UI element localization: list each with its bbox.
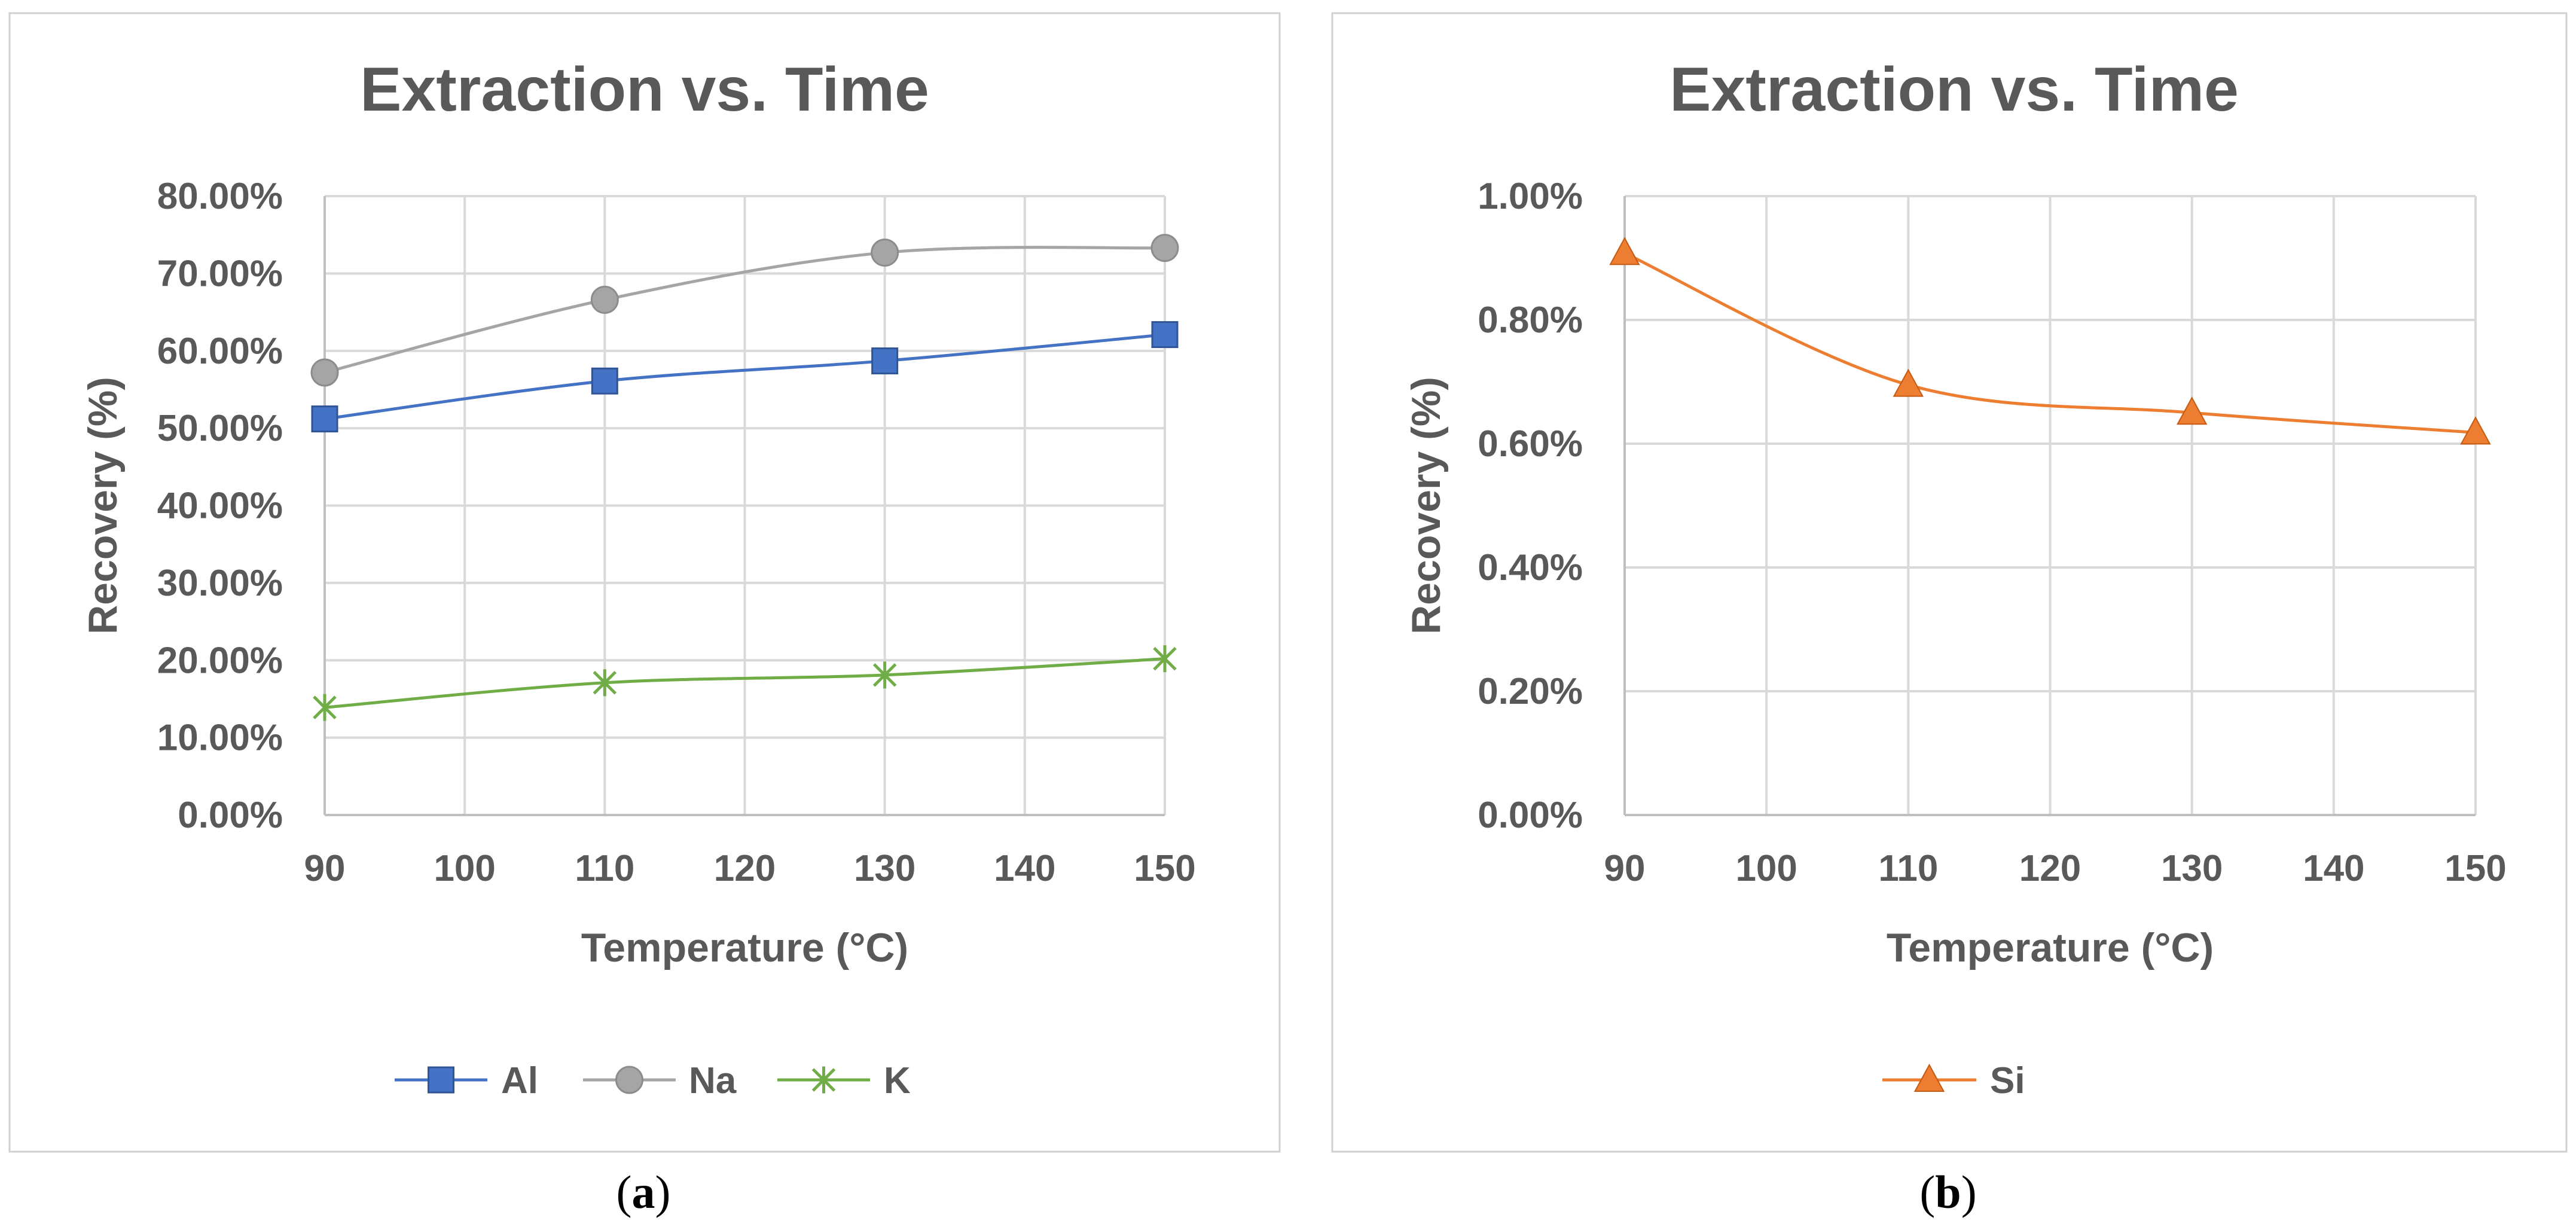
- chart-b-si-point: [1609, 237, 1640, 265]
- chart-a-y-tick-label: 80.00%: [157, 176, 283, 217]
- caption-a-open: (: [616, 1166, 632, 1218]
- chart-b-x-tick-label: 140: [2303, 848, 2364, 889]
- chart-b-legend-label-si: Si: [1990, 1060, 2025, 1101]
- chart-a-al-point: [591, 367, 618, 395]
- chart-a: Extraction vs. Time 0.00% 10.00% 20.00% 30.0…: [80, 55, 1196, 1101]
- chart-a-y-tick-label: 60.00%: [157, 331, 283, 372]
- chart-b-si-point: [2460, 416, 2491, 445]
- caption-b-close: ): [1961, 1166, 1977, 1218]
- chart-a-y-tick-label: 20.00%: [157, 640, 283, 681]
- chart-a-legend-marker-al: [428, 1066, 454, 1094]
- chart-a-series-k: [313, 645, 1177, 721]
- chart-b-y-tick-label: 0.40%: [1478, 547, 1583, 588]
- chart-a-na-point: [590, 285, 619, 314]
- chart-a-x-tick-label: 130: [854, 848, 915, 889]
- chart-b-gridlines: [1625, 195, 2477, 815]
- caption-a-close: ): [655, 1166, 671, 1218]
- chart-a-al-point: [871, 347, 899, 375]
- chart-a-al-point: [1151, 321, 1179, 349]
- chart-b-y-tick-label: 0.80%: [1478, 300, 1583, 341]
- chart-b-y-tick-label: 0.60%: [1478, 423, 1583, 465]
- chart-a-x-tick-label: 100: [434, 848, 495, 889]
- chart-a-x-axis-title: Temperature (°C): [581, 925, 908, 970]
- chart-a-na-point: [310, 358, 339, 387]
- caption-b-letter: b: [1935, 1166, 1961, 1218]
- chart-b-y-tick-label: 0.20%: [1478, 671, 1583, 712]
- chart-a-legend-label-al: Al: [501, 1060, 538, 1101]
- caption-b: (b): [1919, 1166, 1976, 1218]
- chart-b: Extraction vs. Time 0.00% 0.20% 0.40% 0.60% 0…: [1403, 55, 2507, 1101]
- chart-a-k-point: [1153, 645, 1177, 673]
- chart-b-y-tick-label: 0.00%: [1478, 795, 1583, 836]
- chart-a-legend-label-k: K: [884, 1060, 911, 1101]
- chart-a-series-al: [311, 321, 1179, 433]
- chart-a-legend-item-na: Na: [583, 1060, 737, 1101]
- chart-a-x-tick-label: 150: [1134, 848, 1195, 889]
- chart-a-legend-marker-na: [615, 1066, 643, 1094]
- caption-a: (a): [616, 1166, 671, 1218]
- chart-a-na-point: [1150, 234, 1179, 263]
- chart-b-x-tick-label: 110: [1878, 848, 1938, 889]
- chart-b-x-tick-label: 100: [1735, 848, 1797, 889]
- chart-a-legend-item-k: K: [777, 1060, 911, 1101]
- chart-b-si-point: [1893, 368, 1924, 397]
- chart-b-x-tick-label: 90: [1604, 848, 1646, 889]
- chart-a-series-al-line: [324, 333, 1165, 421]
- chart-a-gridlines: [325, 195, 1166, 815]
- chart-a-k-point: [313, 694, 337, 721]
- chart-a-legend-item-al: Al: [395, 1060, 538, 1101]
- chart-a-y-tick-label: 50.00%: [157, 408, 283, 449]
- chart-b-frame: [1331, 12, 2568, 1153]
- chart-b-x-axis-title: Temperature (°C): [1887, 925, 2214, 970]
- chart-b-x-tick-label: 130: [2161, 848, 2223, 889]
- caption-a-letter: a: [632, 1166, 655, 1218]
- chart-a-x-tick-label: 110: [575, 848, 634, 889]
- chart-a-series-k-line: [324, 657, 1165, 709]
- chart-b-x-tick-label: 150: [2444, 848, 2506, 889]
- chart-a-legend-label-na: Na: [689, 1060, 737, 1101]
- chart-a-title: Extraction vs. Time: [360, 55, 929, 124]
- chart-a-k-point: [872, 661, 897, 689]
- chart-a-x-tick-label: 120: [714, 848, 776, 889]
- chart-a-series-na-line: [324, 246, 1165, 374]
- chart-a-k-point: [593, 669, 617, 697]
- chart-b-si-point: [2176, 396, 2208, 425]
- chart-a-y-tick-label: 10.00%: [157, 718, 283, 759]
- chart-a-y-tick-label: 40.00%: [157, 486, 283, 527]
- chart-b-y-axis-title: Recovery (%): [1403, 377, 1449, 634]
- chart-b-legend-item-si: Si: [1882, 1060, 2025, 1101]
- caption-b-open: (: [1919, 1166, 1935, 1218]
- chart-a-al-point: [311, 405, 338, 433]
- chart-a-y-tick-label: 70.00%: [157, 253, 283, 294]
- chart-b-series-si: [1609, 237, 2491, 445]
- chart-a-y-axis-title: Recovery (%): [80, 377, 126, 634]
- chart-b-y-tick-label: 1.00%: [1478, 176, 1583, 217]
- chart-a-legend-marker-k: [811, 1066, 836, 1094]
- chart-a-na-point: [871, 238, 899, 267]
- chart-b-x-tick-label: 120: [2019, 848, 2081, 889]
- chart-a-series-na: [310, 234, 1179, 387]
- chart-b-title: Extraction vs. Time: [1669, 55, 2239, 124]
- chart-a-y-tick-label: 0.00%: [178, 795, 283, 836]
- chart-b-legend-marker-si: [1913, 1063, 1945, 1092]
- chart-a-y-tick-label: 30.00%: [157, 563, 283, 604]
- chart-b-series-si-line: [1623, 251, 2476, 434]
- chart-a-x-tick-label: 90: [304, 848, 346, 889]
- chart-a-x-tick-label: 140: [994, 848, 1055, 889]
